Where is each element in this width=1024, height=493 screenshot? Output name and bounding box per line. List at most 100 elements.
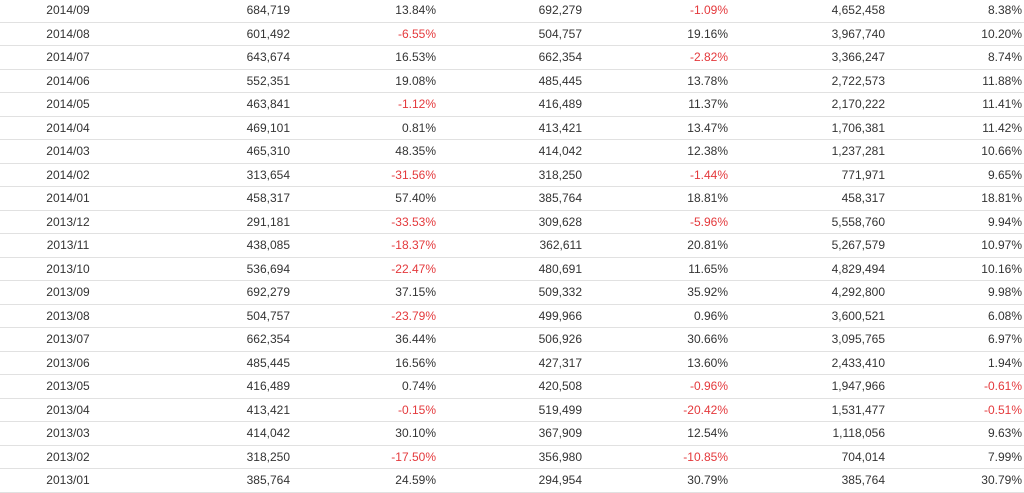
table-row: 2013/08 504,757 -23.79% 499,966 0.96% 3,600,5… xyxy=(0,304,1024,328)
table-cell: 463,841 xyxy=(136,92,290,117)
table-cell: 684,719 xyxy=(136,0,290,23)
table-cell: 9.65% xyxy=(885,163,1024,187)
table-cell: 13.47% xyxy=(582,116,728,140)
table-cell: 0.96% xyxy=(582,304,728,328)
table-cell: 30.66% xyxy=(582,327,728,352)
table-cell: 1.94% xyxy=(885,351,1024,375)
table-row: 2013/02 318,250 -17.50% 356,980 -10.85% 704,0… xyxy=(0,445,1024,469)
table-row: 2013/01 385,764 24.59% 294,954 30.79% 385,764… xyxy=(0,468,1024,493)
table-cell: 438,085 xyxy=(136,233,290,258)
table-cell: 16.53% xyxy=(290,45,436,70)
table-cell: 10.97% xyxy=(885,233,1024,258)
table-cell: 13.78% xyxy=(582,69,728,93)
table-cell: 19.08% xyxy=(290,69,436,93)
table-cell: 12.54% xyxy=(582,421,728,446)
table-cell: 662,354 xyxy=(136,327,290,352)
table-cell: 30.79% xyxy=(582,468,728,493)
table-cell: 356,980 xyxy=(436,445,582,469)
table-cell: 11.65% xyxy=(582,257,728,281)
table-cell: 12.38% xyxy=(582,139,728,164)
table-cell: 3,600,521 xyxy=(728,304,885,328)
table-row: 2013/04 413,421 -0.15% 519,499 -20.42% 1,531,… xyxy=(0,398,1024,422)
table-cell: 13.60% xyxy=(582,351,728,375)
month-cell: 2013/05 xyxy=(0,374,136,399)
table-cell: 3,095,765 xyxy=(728,327,885,352)
month-cell: 2014/09 xyxy=(0,0,136,23)
table-cell: 427,317 xyxy=(436,351,582,375)
table-cell: 7.99% xyxy=(885,445,1024,469)
table-cell: 362,611 xyxy=(436,233,582,258)
month-cell: 2014/01 xyxy=(0,186,136,211)
table-cell: 771,971 xyxy=(728,163,885,187)
table-cell: 294,954 xyxy=(436,468,582,493)
table-cell: 3,967,740 xyxy=(728,22,885,46)
table-cell: 3,366,247 xyxy=(728,45,885,70)
table-row: 2014/06 552,351 19.08% 485,445 13.78% 2,722,5… xyxy=(0,69,1024,93)
table-cell: -0.15% xyxy=(290,398,436,422)
month-cell: 2014/06 xyxy=(0,69,136,93)
month-cell: 2014/05 xyxy=(0,92,136,117)
table-cell: 9.98% xyxy=(885,280,1024,305)
table-cell: 24.59% xyxy=(290,468,436,493)
table-row: 2014/02 313,654 -31.56% 318,250 -1.44% 771,97… xyxy=(0,163,1024,187)
month-cell: 2013/11 xyxy=(0,233,136,258)
table-cell: 318,250 xyxy=(436,163,582,187)
table-cell: 11.42% xyxy=(885,116,1024,140)
table-cell: 413,421 xyxy=(436,116,582,140)
table-row: 2013/10 536,694 -22.47% 480,691 11.65% 4,829,… xyxy=(0,257,1024,281)
month-cell: 2013/07 xyxy=(0,327,136,352)
table-cell: 416,489 xyxy=(436,92,582,117)
month-cell: 2013/10 xyxy=(0,257,136,281)
table-cell: 416,489 xyxy=(136,374,290,399)
table-row: 2013/06 485,445 16.56% 427,317 13.60% 2,433,4… xyxy=(0,351,1024,375)
table-cell: 37.15% xyxy=(290,280,436,305)
table-cell: 291,181 xyxy=(136,210,290,234)
table-cell: 318,250 xyxy=(136,445,290,469)
table-cell: 0.81% xyxy=(290,116,436,140)
table-cell: 385,764 xyxy=(436,186,582,211)
table-row: 2014/03 465,310 48.35% 414,042 12.38% 1,237,2… xyxy=(0,139,1024,164)
table-cell: 1,118,056 xyxy=(728,421,885,446)
table-cell: -1.44% xyxy=(582,163,728,187)
table-cell: 16.56% xyxy=(290,351,436,375)
table-cell: 4,292,800 xyxy=(728,280,885,305)
table-cell: 692,279 xyxy=(436,0,582,23)
table-cell: 10.20% xyxy=(885,22,1024,46)
table-cell: 385,764 xyxy=(136,468,290,493)
table-row: 2013/07 662,354 36.44% 506,926 30.66% 3,095,7… xyxy=(0,327,1024,352)
month-cell: 2014/07 xyxy=(0,45,136,70)
table-row: 2014/04 469,101 0.81% 413,421 13.47% 1,706,38… xyxy=(0,116,1024,140)
table-cell: -33.53% xyxy=(290,210,436,234)
month-cell: 2014/04 xyxy=(0,116,136,140)
table-row: 2013/03 414,042 30.10% 367,909 12.54% 1,118,0… xyxy=(0,421,1024,446)
table-cell: 504,757 xyxy=(136,304,290,328)
table-cell: 11.41% xyxy=(885,92,1024,117)
table-cell: 485,445 xyxy=(136,351,290,375)
table-cell: 552,351 xyxy=(136,69,290,93)
table-cell: -23.79% xyxy=(290,304,436,328)
table-cell: 1,706,381 xyxy=(728,116,885,140)
table-row: 2013/05 416,489 0.74% 420,508 -0.96% 1,947,96… xyxy=(0,374,1024,399)
table-cell: 57.40% xyxy=(290,186,436,211)
table-cell: 692,279 xyxy=(136,280,290,305)
table-cell: 309,628 xyxy=(436,210,582,234)
table-cell: 36.44% xyxy=(290,327,436,352)
table-cell: -2.82% xyxy=(582,45,728,70)
table-cell: 469,101 xyxy=(136,116,290,140)
table-cell: -0.51% xyxy=(885,398,1024,422)
table-cell: 6.08% xyxy=(885,304,1024,328)
table-cell: 414,042 xyxy=(436,139,582,164)
table-cell: 6.97% xyxy=(885,327,1024,352)
table-row: 2013/09 692,279 37.15% 509,332 35.92% 4,292,8… xyxy=(0,280,1024,305)
table-cell: 420,508 xyxy=(436,374,582,399)
table-cell: -1.12% xyxy=(290,92,436,117)
table-cell: -10.85% xyxy=(582,445,728,469)
table-cell: 519,499 xyxy=(436,398,582,422)
table-cell: -20.42% xyxy=(582,398,728,422)
table-cell: 506,926 xyxy=(436,327,582,352)
table-cell: 48.35% xyxy=(290,139,436,164)
month-cell: 2013/09 xyxy=(0,280,136,305)
table-cell: 662,354 xyxy=(436,45,582,70)
table-cell: 11.37% xyxy=(582,92,728,117)
table-cell: 536,694 xyxy=(136,257,290,281)
